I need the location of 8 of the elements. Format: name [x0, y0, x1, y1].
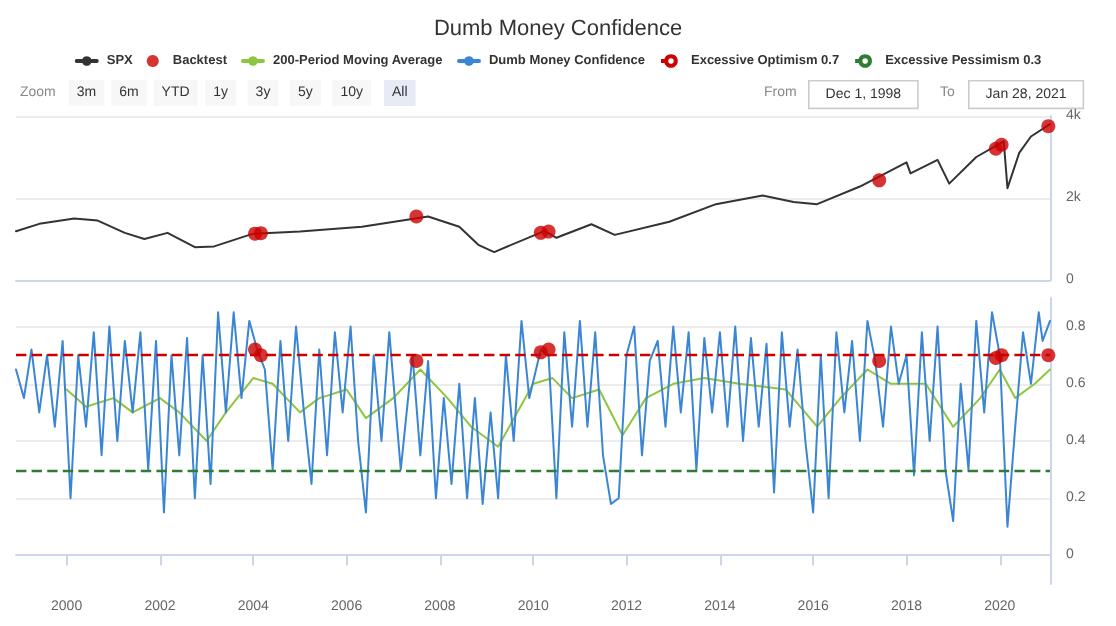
- point: [994, 137, 1009, 152]
- point: [541, 224, 556, 239]
- chart-title: Dumb Money Confidence: [433, 17, 683, 41]
- point: [409, 209, 424, 224]
- point: [872, 173, 887, 188]
- point: [253, 226, 268, 241]
- line-series: [15, 311, 1051, 528]
- point: [1041, 119, 1056, 134]
